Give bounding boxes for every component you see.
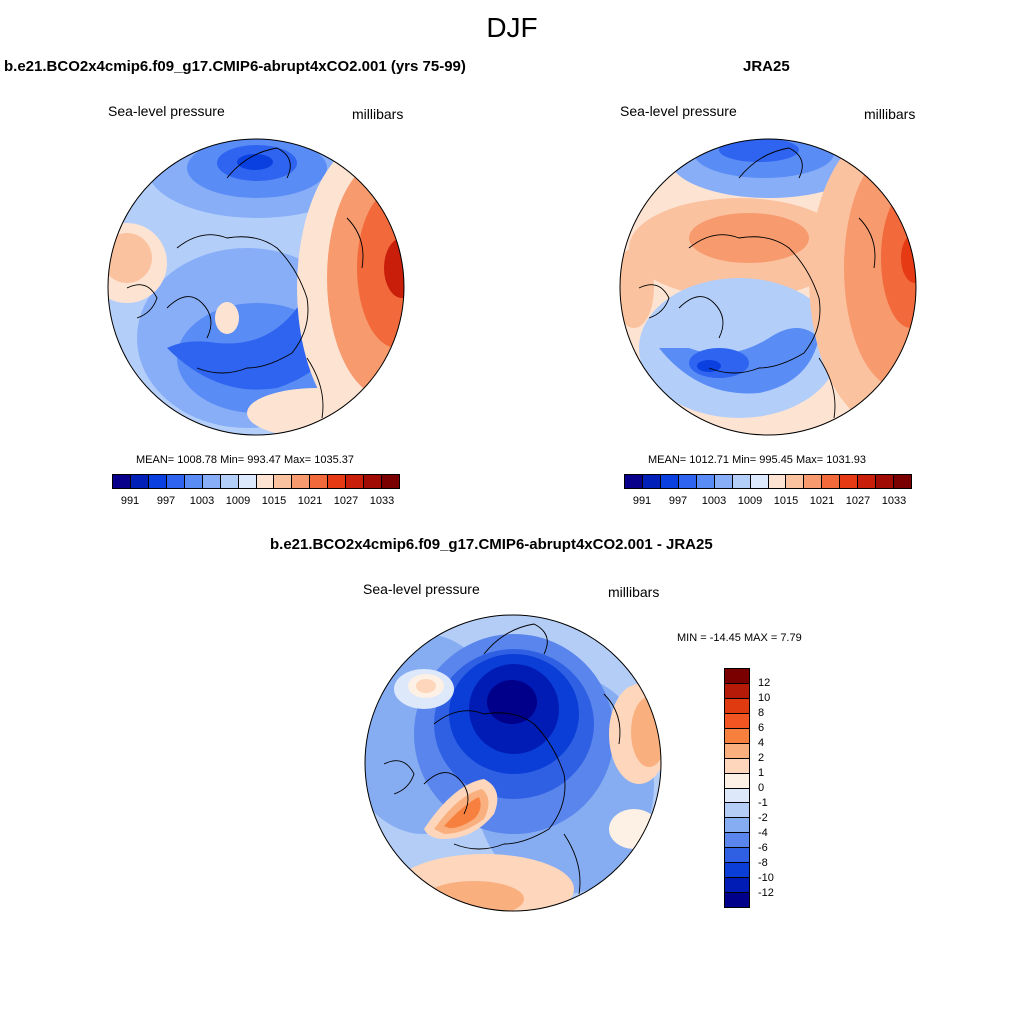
- colorbar-swatch: [804, 475, 823, 488]
- panel1-stats: MEAN= 1008.78 Min= 993.47 Max= 1035.37: [136, 454, 355, 466]
- colorbar-tick-label: 0: [758, 782, 765, 794]
- colorbar-tick-label: 8: [758, 707, 765, 719]
- colorbar-swatch: [256, 475, 275, 488]
- colorbar-swatch: [274, 475, 293, 488]
- panel2-variable-label: Sea-level pressure: [620, 103, 737, 119]
- colorbar-swatch: [725, 683, 749, 699]
- colorbar-swatch: [148, 475, 167, 488]
- colorbar-swatch: [725, 788, 749, 804]
- panel1-polar-map: [107, 138, 405, 436]
- colorbar-tick-label: 1003: [701, 495, 727, 507]
- colorbar-tick-label: 1021: [809, 495, 835, 507]
- panel1-units-label: millibars: [352, 106, 404, 122]
- colorbar-swatch: [725, 878, 749, 894]
- colorbar-tick-label: 10: [758, 692, 771, 704]
- colorbar-swatch: [725, 728, 749, 744]
- colorbar-swatch: [786, 475, 805, 488]
- colorbar-swatch: [876, 475, 895, 488]
- colorbar-tick-label: 997: [156, 495, 176, 507]
- colorbar-swatch: [725, 669, 749, 684]
- panel2-polar-map: [619, 138, 917, 436]
- colorbar-swatch: [202, 475, 221, 488]
- colorbar-swatch: [732, 475, 751, 488]
- colorbar-swatch: [725, 863, 749, 879]
- colorbar-swatch: [725, 893, 749, 907]
- colorbar-tick-label: -1: [758, 797, 768, 809]
- panel1-variable-label: Sea-level pressure: [108, 103, 225, 119]
- colorbar-swatch: [113, 475, 131, 488]
- colorbar-swatch: [725, 803, 749, 819]
- colorbar-tick-label: 4: [758, 737, 765, 749]
- colorbar-swatch: [130, 475, 149, 488]
- colorbar-swatch: [642, 475, 661, 488]
- panel3-stats: MIN = -14.45 MAX = 7.79: [677, 632, 802, 644]
- colorbar-swatch: [725, 698, 749, 714]
- season-title: DJF: [486, 12, 538, 43]
- colorbar-swatch: [184, 475, 203, 488]
- panel3-polar-map: [364, 614, 662, 912]
- colorbar-tick-label: -12: [758, 887, 774, 899]
- colorbar-tick-label: 991: [120, 495, 140, 507]
- panel1-colorbar: [112, 474, 400, 489]
- colorbar-tick-label: 997: [668, 495, 688, 507]
- colorbar-swatch: [328, 475, 347, 488]
- colorbar-tick-label: 1015: [773, 495, 799, 507]
- colorbar-swatch: [292, 475, 311, 488]
- colorbar-swatch: [822, 475, 841, 488]
- colorbar-swatch: [696, 475, 715, 488]
- panel2-stats: MEAN= 1012.71 Min= 995.45 Max= 1031.93: [648, 454, 867, 466]
- colorbar-tick-label: 1033: [881, 495, 907, 507]
- colorbar-swatch: [768, 475, 787, 488]
- colorbar-swatch: [750, 475, 769, 488]
- colorbar-swatch: [725, 848, 749, 864]
- colorbar-tick-label: -8: [758, 857, 768, 869]
- colorbar-tick-label: 1009: [225, 495, 251, 507]
- colorbar-tick-label: 1021: [297, 495, 323, 507]
- panel1-title: b.e21.BCO2x4cmip6.f09_g17.CMIP6-abrupt4x…: [4, 58, 466, 75]
- colorbar-swatch: [725, 833, 749, 849]
- colorbar-tick-label: 1015: [261, 495, 287, 507]
- colorbar-swatch: [725, 713, 749, 729]
- colorbar-swatch: [310, 475, 329, 488]
- colorbar-tick-label: 6: [758, 722, 765, 734]
- panel3-units-label: millibars: [608, 584, 660, 600]
- colorbar-swatch: [840, 475, 859, 488]
- colorbar-tick-label: 1027: [845, 495, 871, 507]
- colorbar-swatch: [382, 475, 399, 488]
- colorbar-swatch: [858, 475, 877, 488]
- colorbar-swatch: [725, 773, 749, 789]
- colorbar-tick-label: 991: [632, 495, 652, 507]
- colorbar-swatch: [166, 475, 185, 488]
- colorbar-tick-label: 12: [758, 677, 771, 689]
- panel3-colorbar: [724, 668, 750, 908]
- colorbar-tick-label: -2: [758, 812, 768, 824]
- colorbar-swatch: [714, 475, 733, 488]
- colorbar-swatch: [346, 475, 365, 488]
- panel3-title: b.e21.BCO2x4cmip6.f09_g17.CMIP6-abrupt4x…: [270, 536, 713, 553]
- colorbar-swatch: [725, 743, 749, 759]
- colorbar-tick-label: -4: [758, 827, 768, 839]
- panel2-units-label: millibars: [864, 106, 916, 122]
- colorbar-tick-label: -10: [758, 872, 774, 884]
- colorbar-tick-label: 1009: [737, 495, 763, 507]
- colorbar-tick-label: 1003: [189, 495, 215, 507]
- colorbar-swatch: [678, 475, 697, 488]
- colorbar-swatch: [725, 818, 749, 834]
- colorbar-swatch: [625, 475, 643, 488]
- panel2-title: JRA25: [743, 58, 790, 75]
- colorbar-swatch: [894, 475, 911, 488]
- colorbar-tick-label: 2: [758, 752, 765, 764]
- colorbar-tick-label: 1: [758, 767, 765, 779]
- colorbar-tick-label: 1033: [369, 495, 395, 507]
- panel3-variable-label: Sea-level pressure: [363, 581, 480, 597]
- colorbar-tick-label: 1027: [333, 495, 359, 507]
- colorbar-swatch: [220, 475, 239, 488]
- colorbar-swatch: [660, 475, 679, 488]
- panel2-colorbar: [624, 474, 912, 489]
- colorbar-tick-label: -6: [758, 842, 768, 854]
- colorbar-swatch: [725, 758, 749, 774]
- colorbar-swatch: [238, 475, 257, 488]
- colorbar-swatch: [364, 475, 383, 488]
